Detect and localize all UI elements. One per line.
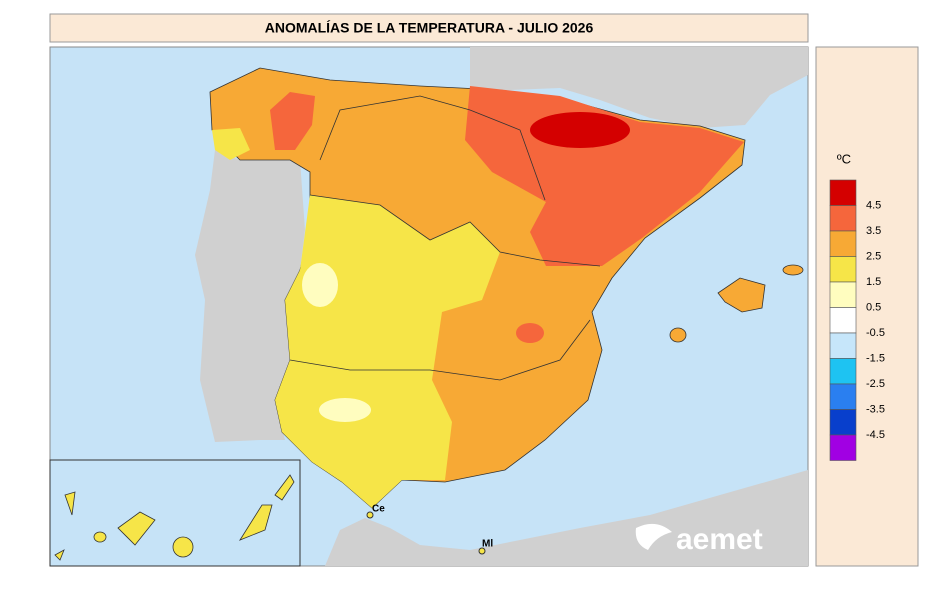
region-border <box>289 319 591 381</box>
menorca <box>782 264 804 276</box>
legend-swatch <box>829 281 857 308</box>
canary-islands <box>54 474 295 561</box>
africa <box>325 470 808 566</box>
zone-light <box>319 398 371 422</box>
legend-label: 0.5 <box>866 301 881 313</box>
legend-label: 2.5 <box>866 250 881 262</box>
logo: aemet <box>676 523 763 556</box>
france <box>470 47 808 128</box>
legend-label: -4.5 <box>866 429 885 441</box>
legend-swatch <box>829 307 857 334</box>
legend-label: -0.5 <box>866 327 885 339</box>
logo-icon <box>635 523 672 550</box>
legend-swatch <box>829 179 857 206</box>
map: Ce Ml aemet <box>49 46 809 567</box>
legend: 4.5 3.5 2.5 1.5 0.5 -0.5 -1.5 -2.5 -3.5 -4.5 <box>829 179 885 461</box>
portugal <box>195 150 305 442</box>
legend-label: 3.5 <box>866 225 881 237</box>
legend-label: 4.5 <box>866 199 881 211</box>
legend-swatch <box>829 358 857 385</box>
legend-swatch <box>829 230 857 257</box>
legend-label: -3.5 <box>866 403 885 415</box>
legend-swatch <box>829 434 857 461</box>
legend-label: 1.5 <box>866 276 881 288</box>
legend-swatch <box>829 205 857 232</box>
legend-swatch <box>829 409 857 436</box>
legend-swatch <box>829 332 857 359</box>
place-label: Ce <box>372 504 385 515</box>
melilla <box>478 547 486 555</box>
legend-unit: ºC <box>837 151 851 166</box>
place-label: Ml <box>482 539 493 550</box>
zone-dark-red <box>530 112 630 148</box>
region-border <box>319 95 546 201</box>
legend-label: -1.5 <box>866 352 885 364</box>
zone-light <box>302 263 338 307</box>
ceuta <box>366 511 374 519</box>
zone-yellow-nw <box>212 128 250 160</box>
legend-label: -2.5 <box>866 378 885 390</box>
region-border <box>309 194 601 267</box>
ibiza <box>669 327 687 343</box>
mallorca <box>717 277 766 313</box>
title-bar <box>49 13 809 43</box>
title: ANOMALÍAS DE LA TEMPERATURA - JULIO 2026 <box>265 20 594 36</box>
legend-swatch <box>829 383 857 410</box>
zone-red-small <box>516 323 544 343</box>
legend-swatch <box>829 256 857 283</box>
zone-red-nw <box>270 92 315 150</box>
